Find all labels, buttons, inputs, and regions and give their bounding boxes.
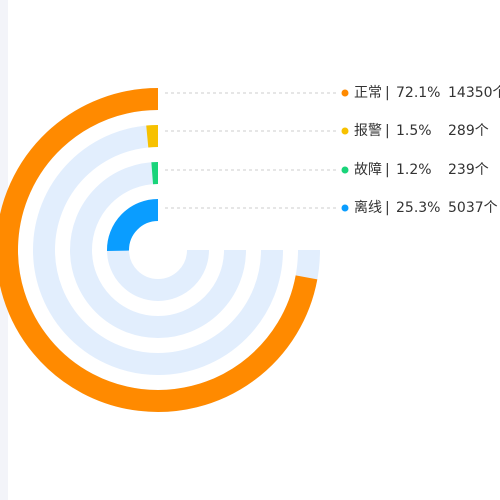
percent-label: 72.1% <box>396 85 440 101</box>
legend-dot <box>341 89 349 97</box>
separator: | <box>385 162 390 178</box>
legend-name: 故障 <box>354 162 382 178</box>
legend-dot <box>341 166 349 174</box>
separator: | <box>385 85 390 101</box>
count-label: 239个 <box>448 162 489 178</box>
separator: | <box>385 200 390 216</box>
count-label: 5037个 <box>448 200 498 216</box>
legend-name: 报警 <box>354 123 382 139</box>
separator: | <box>385 123 390 139</box>
ring-bar <box>146 125 159 148</box>
percent-label: 25.3% <box>396 200 440 216</box>
legend-name: 正常 <box>354 85 382 101</box>
count-label: 289个 <box>448 123 489 139</box>
legend-dot <box>341 127 349 135</box>
ring-bar <box>107 199 159 252</box>
percent-label: 1.2% <box>396 162 432 178</box>
ring-track <box>70 162 246 338</box>
legend-dot <box>341 204 349 212</box>
ring-track <box>33 125 283 375</box>
percent-label: 1.5% <box>396 123 432 139</box>
legend-name: 离线 <box>354 199 382 216</box>
ring-bar <box>0 88 318 412</box>
count-label: 14350个 <box>448 85 500 101</box>
